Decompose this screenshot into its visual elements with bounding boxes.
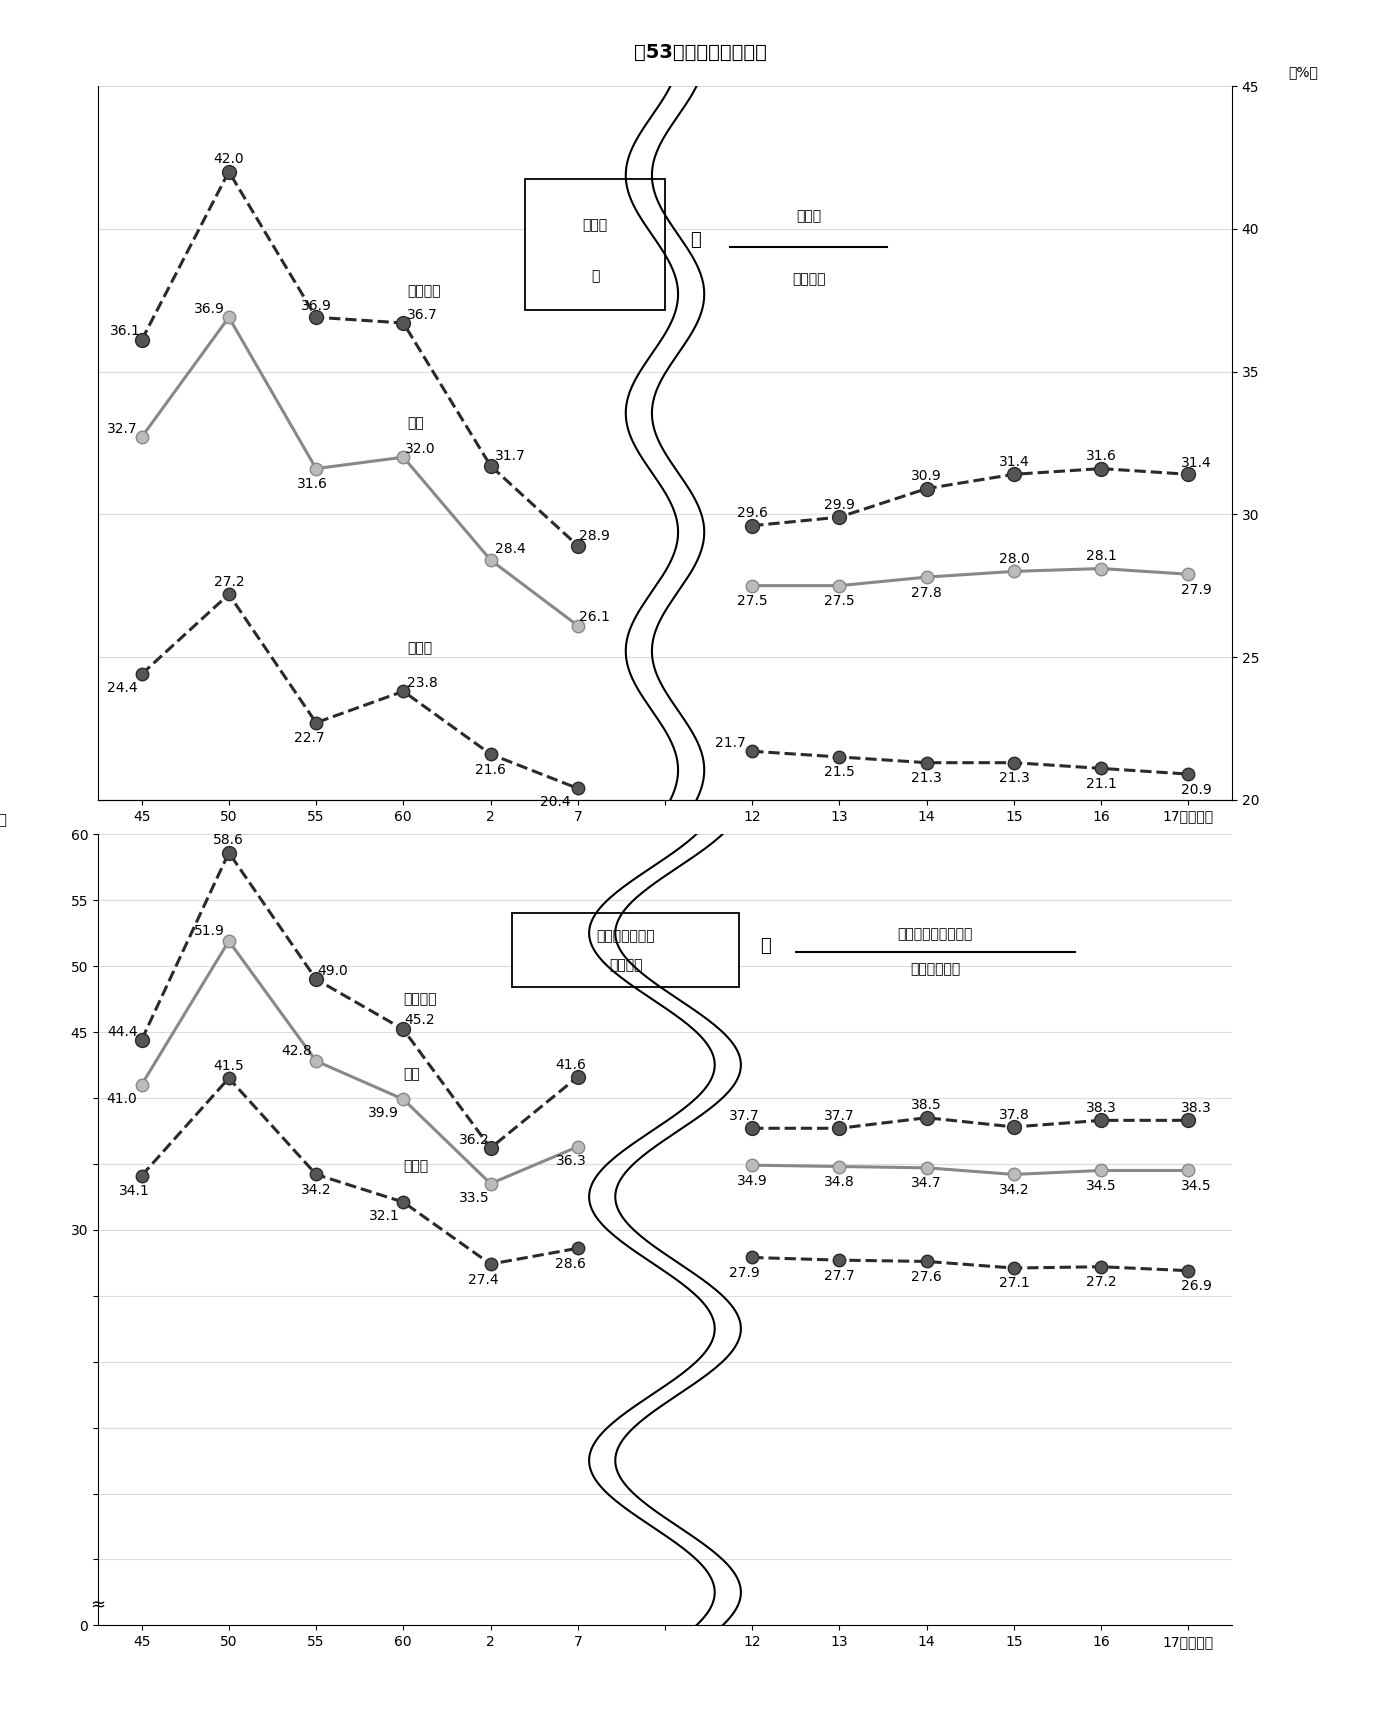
Text: 31.6: 31.6	[1086, 449, 1117, 463]
Text: 26.1: 26.1	[580, 611, 610, 624]
Text: 21.5: 21.5	[825, 765, 855, 779]
Text: 27.4: 27.4	[468, 1273, 498, 1287]
Text: 42.8: 42.8	[281, 1044, 312, 1058]
Text: 27.2: 27.2	[1086, 1275, 1116, 1290]
Text: 34.2: 34.2	[301, 1183, 332, 1197]
Text: 34.7: 34.7	[911, 1176, 942, 1190]
Text: 34.8: 34.8	[825, 1175, 855, 1189]
Text: ＝: ＝	[690, 230, 701, 249]
Text: 都道府県: 都道府県	[407, 284, 441, 299]
Text: 34.5: 34.5	[1086, 1178, 1116, 1194]
Text: 21.6: 21.6	[475, 762, 505, 776]
Text: （%）: （%）	[1289, 65, 1319, 79]
FancyBboxPatch shape	[525, 179, 665, 310]
Text: 38.3: 38.3	[1182, 1101, 1212, 1115]
Text: ＝: ＝	[760, 937, 770, 955]
Text: 36.7: 36.7	[407, 308, 438, 322]
Text: 21.1: 21.1	[1086, 777, 1117, 791]
Text: 市町村: 市町村	[403, 1159, 428, 1173]
Text: 市町村: 市町村	[407, 642, 433, 655]
Text: 51.9: 51.9	[195, 924, 225, 939]
Text: 純計: 純計	[407, 416, 424, 430]
Text: 41.0: 41.0	[106, 1092, 137, 1106]
Text: 31.4: 31.4	[1182, 456, 1212, 470]
Text: 41.5: 41.5	[213, 1060, 244, 1073]
Text: 27.1: 27.1	[998, 1276, 1029, 1290]
Text: 一般財源総額: 一般財源総額	[910, 963, 960, 977]
Text: 36.9: 36.9	[301, 299, 332, 313]
Text: 28.1: 28.1	[1086, 549, 1117, 562]
Text: 27.9: 27.9	[728, 1266, 759, 1280]
Text: 24.4: 24.4	[106, 681, 137, 695]
Text: 32.0: 32.0	[405, 442, 435, 456]
Text: 27.8: 27.8	[911, 585, 942, 600]
Text: ％: ％	[591, 270, 599, 284]
Text: （%）: （%）	[0, 812, 7, 826]
Text: 36.9: 36.9	[195, 303, 225, 316]
Text: 42.0: 42.0	[214, 153, 244, 167]
Text: 27.5: 27.5	[736, 593, 767, 609]
Text: 純計: 純計	[403, 1066, 420, 1082]
Text: 37.7: 37.7	[825, 1109, 855, 1123]
Text: 29.6: 29.6	[736, 506, 767, 521]
Text: 人件費充当一般財源: 人件費充当一般財源	[897, 927, 973, 941]
Text: 31.7: 31.7	[494, 449, 525, 463]
Text: 20.4: 20.4	[540, 795, 571, 810]
Text: 第53図　人件費の推移: 第53図 人件費の推移	[634, 43, 766, 62]
Text: 27.5: 27.5	[825, 593, 855, 609]
Text: 27.7: 27.7	[825, 1269, 855, 1283]
Text: 22.7: 22.7	[294, 731, 325, 745]
Text: 32.7: 32.7	[106, 421, 137, 437]
Text: 34.1: 34.1	[119, 1183, 150, 1199]
FancyBboxPatch shape	[512, 913, 739, 987]
Text: 44.4: 44.4	[106, 1025, 137, 1039]
Text: 33.5: 33.5	[459, 1190, 489, 1204]
Text: 27.9: 27.9	[1182, 583, 1212, 597]
Text: 36.2: 36.2	[458, 1133, 489, 1147]
Text: 41.6: 41.6	[556, 1058, 587, 1072]
Text: 30.9: 30.9	[911, 470, 942, 483]
Text: 38.3: 38.3	[1086, 1101, 1117, 1115]
Text: 人件費: 人件費	[797, 208, 822, 224]
Text: 28.0: 28.0	[998, 552, 1029, 566]
Text: 45.2: 45.2	[405, 1013, 435, 1027]
Text: 一般財源充当額: 一般財源充当額	[596, 929, 655, 944]
Text: 31.4: 31.4	[998, 456, 1029, 470]
Text: 20.9: 20.9	[1182, 783, 1212, 796]
Text: 歳出総額: 歳出総額	[792, 272, 826, 286]
Text: 34.5: 34.5	[1182, 1178, 1212, 1194]
Text: 36.1: 36.1	[109, 323, 140, 337]
Text: 37.8: 37.8	[998, 1108, 1029, 1121]
Text: 23.8: 23.8	[407, 676, 438, 690]
Text: 38.5: 38.5	[911, 1099, 942, 1113]
Text: 32.1: 32.1	[368, 1209, 399, 1223]
Text: 21.7: 21.7	[714, 736, 745, 750]
Text: 37.7: 37.7	[728, 1109, 759, 1123]
Text: 21.3: 21.3	[911, 771, 942, 784]
Text: ≈: ≈	[91, 1596, 105, 1615]
Text: 28.9: 28.9	[580, 530, 610, 544]
Text: 34.2: 34.2	[998, 1183, 1029, 1197]
Text: 36.3: 36.3	[556, 1154, 587, 1168]
Text: 34.9: 34.9	[736, 1173, 767, 1187]
Text: 49.0: 49.0	[318, 965, 349, 979]
Text: 58.6: 58.6	[213, 832, 244, 848]
Text: 29.9: 29.9	[825, 497, 855, 513]
Text: 構成比％: 構成比％	[609, 958, 643, 972]
Text: 39.9: 39.9	[368, 1106, 399, 1120]
Text: 27.2: 27.2	[214, 574, 244, 588]
Text: 28.6: 28.6	[556, 1257, 587, 1271]
Text: 21.3: 21.3	[998, 771, 1029, 784]
Text: 28.4: 28.4	[494, 542, 525, 556]
Text: 都道府県: 都道府県	[403, 992, 437, 1006]
Text: 27.6: 27.6	[911, 1269, 942, 1283]
Text: 31.6: 31.6	[297, 476, 328, 490]
Text: 構成比: 構成比	[582, 218, 608, 232]
Text: 26.9: 26.9	[1182, 1280, 1212, 1293]
